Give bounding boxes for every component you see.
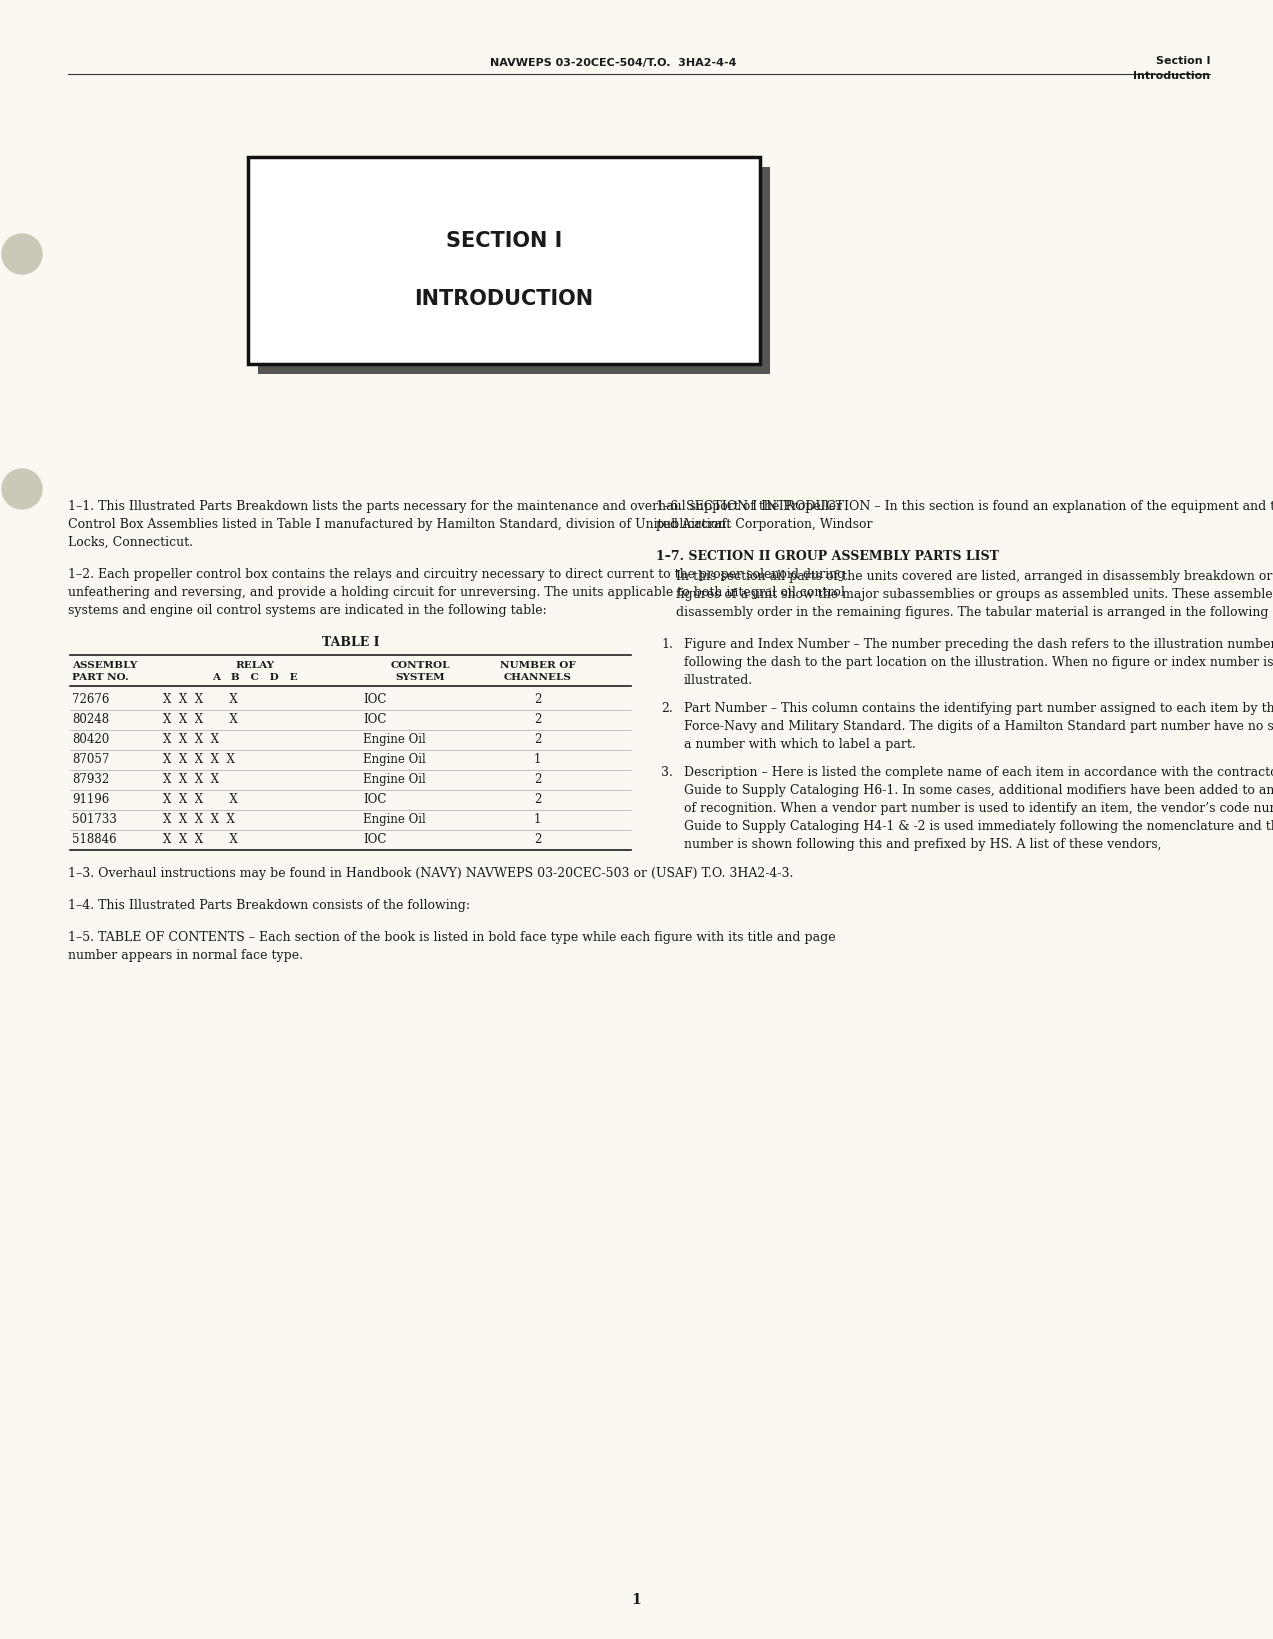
Circle shape <box>3 470 42 510</box>
Text: 1–2. Each propeller control box contains the relays and circuitry necessary to d: 1–2. Each propeller control box contains… <box>67 567 845 580</box>
Text: 2.: 2. <box>661 701 672 715</box>
Text: Guide to Supply Cataloging H6-1. In some cases, additional modifiers have been a: Guide to Supply Cataloging H6-1. In some… <box>684 783 1273 797</box>
Text: INTRODUCTION: INTRODUCTION <box>415 288 593 308</box>
Text: 80420: 80420 <box>73 733 109 746</box>
Text: Engine Oil: Engine Oil <box>363 813 425 826</box>
Text: number is shown following this and prefixed by HS. A list of these vendors,: number is shown following this and prefi… <box>684 838 1161 851</box>
Text: 80248: 80248 <box>73 713 109 726</box>
Text: 518846: 518846 <box>73 833 117 846</box>
Text: figures of a unit show the major subassemblies or groups as assembled units. The: figures of a unit show the major subasse… <box>676 588 1273 600</box>
Text: IOC: IOC <box>363 793 387 805</box>
Text: Figure and Index Number – The number preceding the dash refers to the illustrati: Figure and Index Number – The number pre… <box>684 638 1273 651</box>
Text: 2: 2 <box>533 733 541 746</box>
Text: A   B   C   D   E: A B C D E <box>213 672 298 682</box>
Text: CONTROL: CONTROL <box>391 661 449 670</box>
Text: 3.: 3. <box>661 765 673 779</box>
Text: Introduction: Introduction <box>1133 70 1211 80</box>
Text: 1–5. TABLE OF CONTENTS – Each section of the book is listed in bold face type wh: 1–5. TABLE OF CONTENTS – Each section of… <box>67 931 835 944</box>
Text: 87057: 87057 <box>73 752 109 765</box>
Text: Engine Oil: Engine Oil <box>363 772 425 785</box>
Text: 1–6. SECTION I INTRODUCTION – In this section is found an explanation of the equ: 1–6. SECTION I INTRODUCTION – In this se… <box>656 500 1273 513</box>
Text: following the dash to the part location on the illustration. When no figure or i: following the dash to the part location … <box>684 656 1273 669</box>
Text: 1–1. This Illustrated Parts Breakdown lists the parts necessary for the maintena: 1–1. This Illustrated Parts Breakdown li… <box>67 500 843 513</box>
Text: Engine Oil: Engine Oil <box>363 752 425 765</box>
Text: 2: 2 <box>533 793 541 805</box>
Text: Locks, Connecticut.: Locks, Connecticut. <box>67 536 193 549</box>
Text: publication.: publication. <box>656 518 731 531</box>
Circle shape <box>3 234 42 275</box>
Text: 1.: 1. <box>661 638 673 651</box>
Text: a number with which to label a part.: a number with which to label a part. <box>684 738 915 751</box>
Text: X  X  X       X: X X X X <box>163 693 238 705</box>
Text: IOC: IOC <box>363 713 387 726</box>
Text: 2: 2 <box>533 772 541 785</box>
Text: X  X  X  X: X X X X <box>163 733 219 746</box>
Text: X  X  X  X: X X X X <box>163 772 219 785</box>
Text: systems and engine oil control systems are indicated in the following table:: systems and engine oil control systems a… <box>67 603 546 616</box>
Text: Engine Oil: Engine Oil <box>363 733 425 746</box>
Text: 1–7. SECTION II GROUP ASSEMBLY PARTS LIST: 1–7. SECTION II GROUP ASSEMBLY PARTS LIS… <box>656 549 999 562</box>
Bar <box>258 167 770 375</box>
Text: TABLE I: TABLE I <box>322 636 379 649</box>
Text: SYSTEM: SYSTEM <box>395 672 444 682</box>
Text: 2: 2 <box>533 833 541 846</box>
Text: 1: 1 <box>631 1591 640 1606</box>
Text: In this section all parts of the units covered are listed, arranged in disassemb: In this section all parts of the units c… <box>676 570 1273 582</box>
Text: 87932: 87932 <box>73 772 109 785</box>
Text: 1: 1 <box>533 752 541 765</box>
Text: Control Box Assemblies listed in Table I manufactured by Hamilton Standard, divi: Control Box Assemblies listed in Table I… <box>67 518 872 531</box>
Text: 1: 1 <box>533 813 541 826</box>
Text: Part Number – This column contains the identifying part number assigned to each : Part Number – This column contains the i… <box>684 701 1273 715</box>
Text: of recognition. When a vendor part number is used to identify an item, the vendo: of recognition. When a vendor part numbe… <box>684 801 1273 815</box>
Text: PART NO.: PART NO. <box>73 672 129 682</box>
Text: number appears in normal face type.: number appears in normal face type. <box>67 949 303 962</box>
Text: NUMBER OF: NUMBER OF <box>499 661 575 670</box>
Text: X  X  X       X: X X X X <box>163 713 238 726</box>
Text: 91196: 91196 <box>73 793 109 805</box>
Text: X  X  X  X  X: X X X X X <box>163 813 236 826</box>
Text: 72676: 72676 <box>73 693 109 705</box>
Text: CHANNELS: CHANNELS <box>504 672 572 682</box>
Text: Force-Navy and Military Standard. The digits of a Hamilton Standard part number : Force-Navy and Military Standard. The di… <box>684 720 1273 733</box>
Text: RELAY: RELAY <box>236 661 275 670</box>
Text: Section I: Section I <box>1156 56 1211 66</box>
Text: illustrated.: illustrated. <box>684 674 754 687</box>
Text: 1–3. Overhaul instructions may be found in Handbook (NAVY) NAVWEPS 03-20CEC-503 : 1–3. Overhaul instructions may be found … <box>67 867 793 880</box>
Text: X  X  X       X: X X X X <box>163 793 238 805</box>
Text: 2: 2 <box>533 713 541 726</box>
Text: Guide to Supply Cataloging H4-1 & -2 is used immediately following the nomenclat: Guide to Supply Cataloging H4-1 & -2 is … <box>684 820 1273 833</box>
Bar <box>248 157 760 365</box>
Text: 1–4. This Illustrated Parts Breakdown consists of the following:: 1–4. This Illustrated Parts Breakdown co… <box>67 898 470 911</box>
Text: NAVWEPS 03-20CEC-504/T.O.  3HA2-4-4: NAVWEPS 03-20CEC-504/T.O. 3HA2-4-4 <box>490 57 737 67</box>
Text: disassembly order in the remaining figures. The tabular material is arranged in : disassembly order in the remaining figur… <box>676 606 1273 618</box>
Text: IOC: IOC <box>363 693 387 705</box>
Text: Description – Here is listed the complete name of each item in accordance with t: Description – Here is listed the complet… <box>684 765 1273 779</box>
Text: ASSEMBLY: ASSEMBLY <box>73 661 137 670</box>
Text: 2: 2 <box>533 693 541 705</box>
Text: 501733: 501733 <box>73 813 117 826</box>
Text: X  X  X       X: X X X X <box>163 833 238 846</box>
Text: SECTION I: SECTION I <box>446 231 563 251</box>
Text: IOC: IOC <box>363 833 387 846</box>
Text: X  X  X  X  X: X X X X X <box>163 752 236 765</box>
Text: unfeathering and reversing, and provide a holding circuit for unreversing. The u: unfeathering and reversing, and provide … <box>67 585 845 598</box>
